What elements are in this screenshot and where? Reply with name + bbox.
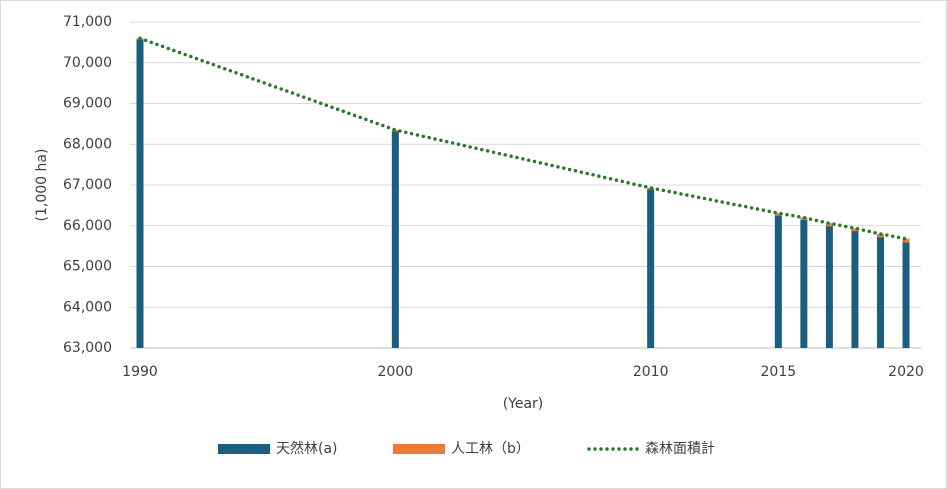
legend-label: 人工林（b） [451,441,530,457]
y-tick-label: 68,000 [63,136,112,152]
bar-segment [851,231,859,348]
bar-segment [876,237,884,348]
bar-segment [647,189,655,348]
bar-segment [902,238,910,243]
y-tick-label: 70,000 [63,55,112,71]
y-tick-label: 71,000 [63,14,112,30]
y-tick-label: 66,000 [63,218,112,234]
total-line [138,36,908,241]
y-tick-label: 63,000 [63,340,112,356]
y-tick-label: 69,000 [63,96,112,112]
x-tick-label: 2000 [378,364,414,380]
bar-segment [851,228,859,232]
bar-segment [774,213,782,216]
legend-label: 天然林(a) [276,440,338,457]
x-axis-label: (Year) [503,396,544,412]
x-tick-label: 2015 [761,364,797,380]
bar-segment [825,223,833,227]
x-tick-label: 2010 [633,364,669,380]
bar-segment [902,242,910,348]
bar-segment [391,131,399,348]
x-tick-label: 2020 [888,364,924,380]
bar-segment [800,220,808,348]
x-tick-label: 1990 [122,364,158,380]
legend-swatch [393,444,445,454]
bar-segment [774,215,782,348]
y-axis-label: (1,000 ha) [34,149,50,222]
legend-label: 森林面積計 [645,441,715,457]
legend-swatch [218,444,270,454]
bar-segment [136,39,144,349]
y-tick-label: 65,000 [63,259,112,275]
y-tick-label: 64,000 [63,299,112,315]
y-tick-label: 67,000 [63,177,112,193]
bar-segment [825,226,833,348]
